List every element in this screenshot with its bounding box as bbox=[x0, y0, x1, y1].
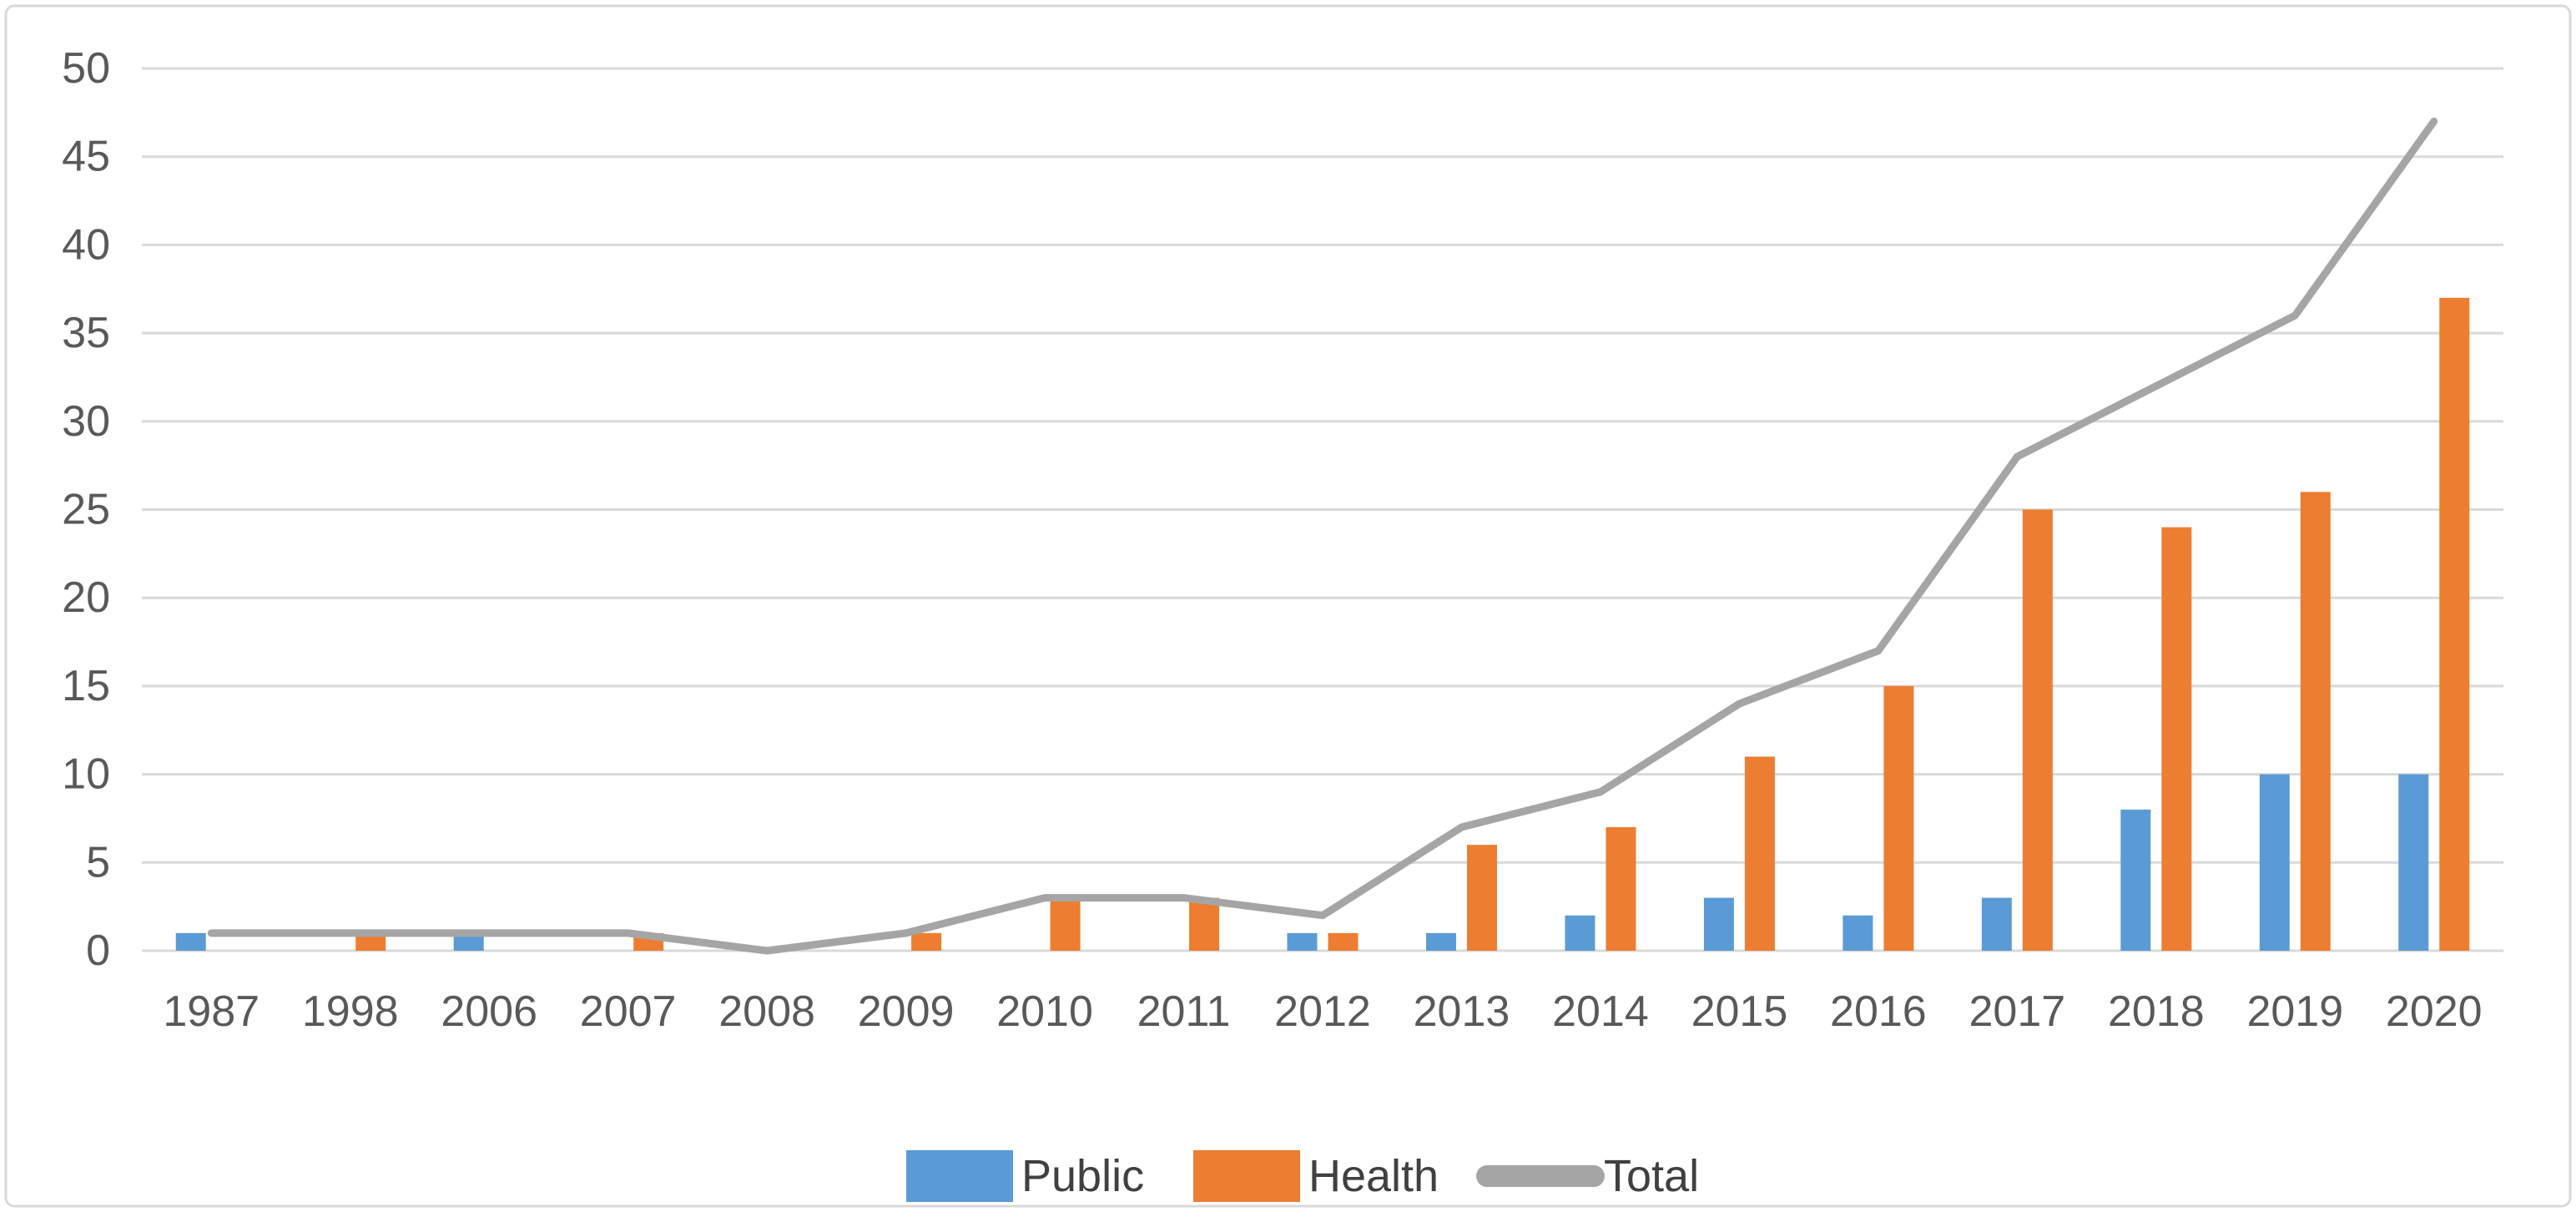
bar-health-2017 bbox=[2022, 509, 2053, 951]
y-tick-label-50: 50 bbox=[62, 44, 110, 93]
bar-public-2015 bbox=[1703, 897, 1734, 951]
bar-public-2013 bbox=[1425, 932, 1456, 951]
bar-public-2016 bbox=[1843, 915, 1873, 951]
y-tick-label-20: 20 bbox=[62, 573, 110, 622]
y-tick-label-15: 15 bbox=[62, 662, 110, 710]
y-tick-label-30: 30 bbox=[62, 397, 110, 446]
x-tick-label-2008: 2008 bbox=[718, 987, 815, 1036]
legend-swatch-health-icon bbox=[1193, 1150, 1300, 1202]
legend-item-health: Health bbox=[1193, 1150, 1439, 1202]
bar-public-2019 bbox=[2259, 774, 2290, 951]
x-axis: 1987 1998 2006 2007 2008 2009 2010 2011 2012 2013… bbox=[163, 987, 2482, 1036]
y-tick-label-35: 35 bbox=[62, 309, 110, 357]
legend-swatch-public-icon bbox=[906, 1150, 1013, 1202]
bar-public-2012 bbox=[1287, 932, 1318, 951]
bar-public-1987 bbox=[175, 932, 206, 951]
x-tick-label-1987: 1987 bbox=[163, 987, 260, 1036]
figure-border bbox=[4, 4, 2572, 1208]
bar-health-1998 bbox=[355, 932, 386, 951]
x-tick-label-1998: 1998 bbox=[302, 987, 399, 1036]
total-line bbox=[207, 117, 2438, 955]
bar-health-2019 bbox=[2300, 492, 2331, 951]
legend-item-total: Total bbox=[1476, 1151, 1699, 1201]
x-tick-label-2012: 2012 bbox=[1274, 987, 1371, 1036]
bar-health-2011 bbox=[1189, 897, 1220, 951]
bar-public-2017 bbox=[1981, 897, 2012, 951]
x-tick-label-2017: 2017 bbox=[1969, 987, 2066, 1036]
bar-health-2012 bbox=[1328, 932, 1359, 951]
x-tick-label-2018: 2018 bbox=[2108, 987, 2205, 1036]
legend: Public Health Total bbox=[906, 1150, 1699, 1202]
x-tick-label-2020: 2020 bbox=[2386, 987, 2483, 1036]
bar-public-2014 bbox=[1565, 915, 1596, 951]
y-tick-label-5: 5 bbox=[86, 838, 110, 886]
y-tick-label-25: 25 bbox=[62, 486, 110, 534]
bar-public-2020 bbox=[2398, 774, 2429, 951]
x-tick-label-2016: 2016 bbox=[1830, 987, 1927, 1036]
bar-health-2020 bbox=[2439, 297, 2470, 951]
y-tick-label-40: 40 bbox=[62, 220, 110, 269]
bar-health-2009 bbox=[911, 932, 942, 951]
x-tick-label-2007: 2007 bbox=[580, 987, 677, 1036]
x-tick-label-2019: 2019 bbox=[2246, 987, 2343, 1036]
bar-health-2014 bbox=[1606, 827, 1636, 951]
x-tick-label-2015: 2015 bbox=[1691, 987, 1788, 1036]
series-public-bars bbox=[175, 774, 2429, 951]
gridlines bbox=[142, 67, 2503, 952]
bar-health-2010 bbox=[1050, 897, 1081, 951]
x-tick-label-2006: 2006 bbox=[441, 987, 537, 1036]
legend-label-health: Health bbox=[1308, 1151, 1439, 1201]
y-tick-label-0: 0 bbox=[86, 927, 110, 975]
legend-label-total: Total bbox=[1604, 1151, 1699, 1201]
bar-health-2015 bbox=[1744, 756, 1775, 951]
x-tick-label-2013: 2013 bbox=[1414, 987, 1510, 1036]
series-health-bars bbox=[355, 297, 2470, 951]
bar-public-2018 bbox=[2120, 809, 2151, 951]
bar-health-2016 bbox=[1883, 685, 1914, 951]
x-tick-label-2010: 2010 bbox=[996, 987, 1093, 1036]
bar-health-2018 bbox=[2161, 527, 2192, 951]
bar-public-2006 bbox=[453, 932, 484, 951]
x-tick-label-2009: 2009 bbox=[858, 987, 955, 1036]
y-axis: 0 5 10 15 20 25 30 35 40 45 50 bbox=[62, 44, 110, 975]
legend-label-public: Public bbox=[1021, 1151, 1144, 1201]
x-tick-label-2014: 2014 bbox=[1552, 987, 1649, 1036]
legend-item-public: Public bbox=[906, 1150, 1144, 1202]
bar-health-2013 bbox=[1466, 845, 1497, 951]
y-tick-label-10: 10 bbox=[62, 750, 110, 799]
y-tick-label-45: 45 bbox=[62, 133, 110, 181]
x-tick-label-2011: 2011 bbox=[1137, 987, 1231, 1036]
